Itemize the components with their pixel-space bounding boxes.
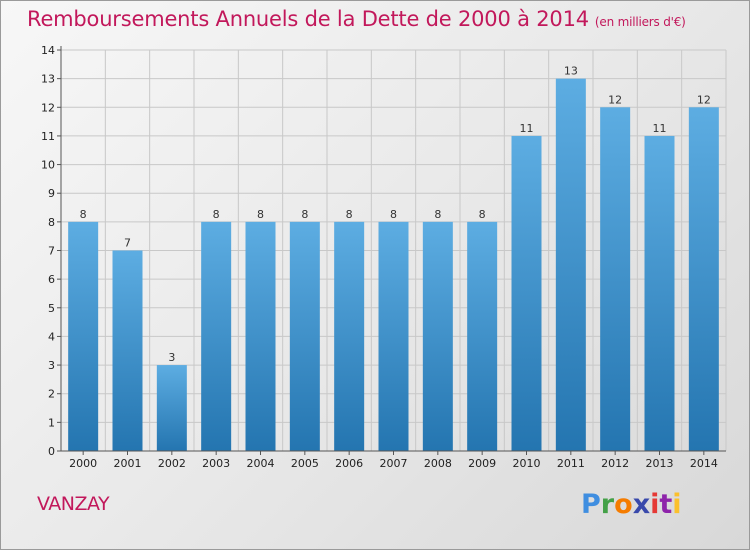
x-tick-label: 2008 bbox=[424, 457, 452, 470]
logo-letter: i bbox=[650, 489, 660, 520]
bar-value-label: 13 bbox=[564, 65, 578, 78]
bar-value-label: 12 bbox=[697, 93, 711, 106]
bar-value-label: 8 bbox=[257, 208, 264, 221]
chart-title-unit: (en milliers d'€) bbox=[594, 15, 686, 29]
y-tick-label: 4 bbox=[48, 330, 55, 343]
y-tick-label: 2 bbox=[48, 388, 55, 401]
bars bbox=[68, 78, 719, 452]
bar bbox=[600, 107, 631, 452]
bar-value-label: 8 bbox=[213, 208, 220, 221]
x-tick-label: 2001 bbox=[114, 457, 142, 470]
bar bbox=[511, 135, 542, 451]
bar bbox=[156, 365, 187, 451]
y-tick-label: 10 bbox=[41, 159, 55, 172]
bar-value-label: 8 bbox=[390, 208, 397, 221]
x-tick-label: 2003 bbox=[202, 457, 230, 470]
bar bbox=[644, 135, 675, 451]
x-tick-label: 2000 bbox=[69, 457, 97, 470]
bar bbox=[334, 221, 365, 451]
x-tick-label: 2013 bbox=[646, 457, 674, 470]
chart-title: Remboursements Annuels de la Dette de 20… bbox=[27, 7, 686, 31]
place-name: VANZAY bbox=[37, 493, 110, 515]
logo-letter: o bbox=[614, 489, 633, 520]
x-tick-label: 2004 bbox=[247, 457, 275, 470]
y-tick-label: 13 bbox=[41, 73, 55, 86]
x-tick-label: 2002 bbox=[158, 457, 186, 470]
bar bbox=[467, 221, 498, 451]
bar bbox=[68, 221, 99, 451]
bar bbox=[688, 107, 719, 452]
bar-value-label: 8 bbox=[479, 208, 486, 221]
y-tick-label: 8 bbox=[48, 216, 55, 229]
bar-value-label: 8 bbox=[346, 208, 353, 221]
x-tick-label: 2012 bbox=[601, 457, 629, 470]
bar bbox=[112, 250, 143, 451]
bar bbox=[555, 78, 586, 452]
bar-value-label: 8 bbox=[434, 208, 441, 221]
logo-letter: i bbox=[672, 489, 682, 520]
y-tick-label: 12 bbox=[41, 101, 55, 114]
x-tick-label: 2009 bbox=[468, 457, 496, 470]
bar-value-label: 3 bbox=[168, 351, 175, 364]
y-tick-label: 1 bbox=[48, 416, 55, 429]
bar bbox=[245, 221, 276, 451]
logo-letter: r bbox=[600, 489, 615, 520]
x-tick-label: 2007 bbox=[380, 457, 408, 470]
logo-letter: x bbox=[632, 489, 651, 520]
bar-value-label: 8 bbox=[80, 208, 87, 221]
y-tick-label: 14 bbox=[41, 44, 55, 57]
x-tick-label: 2006 bbox=[335, 457, 363, 470]
logo-letter: P bbox=[581, 489, 601, 520]
proxiti-logo: Proxiti bbox=[581, 489, 682, 520]
y-tick-label: 6 bbox=[48, 273, 55, 286]
y-tick-label: 11 bbox=[41, 130, 55, 143]
x-tick-label: 2014 bbox=[690, 457, 718, 470]
bar-value-label: 11 bbox=[520, 122, 534, 135]
bar-value-label: 11 bbox=[653, 122, 667, 135]
bar-value-label: 7 bbox=[124, 237, 131, 250]
bar bbox=[289, 221, 320, 451]
bar bbox=[422, 221, 453, 451]
bar bbox=[378, 221, 409, 451]
y-tick-label: 7 bbox=[48, 245, 55, 258]
logo-letter: t bbox=[659, 489, 673, 520]
x-tick-label: 2005 bbox=[291, 457, 319, 470]
y-tick-label: 3 bbox=[48, 359, 55, 372]
y-tick-label: 0 bbox=[48, 445, 55, 458]
x-tick-label: 2011 bbox=[557, 457, 585, 470]
y-tick-label: 9 bbox=[48, 187, 55, 200]
labels: 0123456789101112131482000720013200282003… bbox=[41, 44, 718, 470]
y-tick-label: 5 bbox=[48, 302, 55, 315]
chart-title-text: Remboursements Annuels de la Dette de 20… bbox=[27, 7, 589, 31]
bar-value-label: 8 bbox=[301, 208, 308, 221]
bar-value-label: 12 bbox=[608, 93, 622, 106]
bar bbox=[201, 221, 232, 451]
axes bbox=[57, 46, 726, 455]
x-tick-label: 2010 bbox=[513, 457, 541, 470]
